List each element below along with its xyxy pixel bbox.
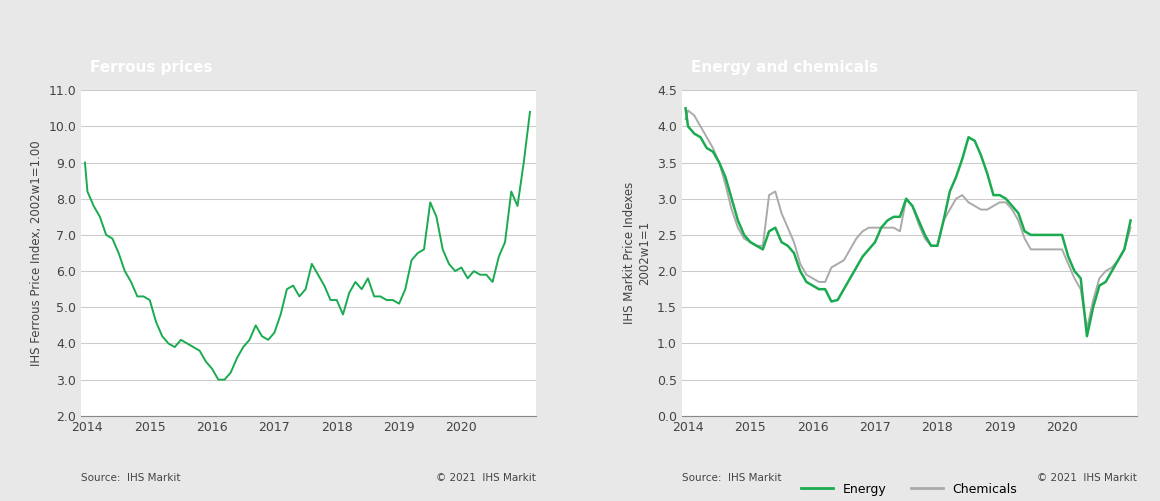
Y-axis label: IHS Ferrous Price Index, 2002w1=1.00: IHS Ferrous Price Index, 2002w1=1.00 — [30, 140, 43, 366]
Text: Energy and chemicals: Energy and chemicals — [691, 60, 878, 75]
Text: © 2021  IHS Markit: © 2021 IHS Markit — [436, 473, 536, 483]
Y-axis label: IHS Markit Price Indexes
2002w1=1: IHS Markit Price Indexes 2002w1=1 — [623, 182, 652, 324]
Text: Ferrous prices: Ferrous prices — [90, 60, 212, 75]
Text: Source:  IHS Markit: Source: IHS Markit — [81, 473, 181, 483]
Legend: Energy, Chemicals: Energy, Chemicals — [796, 478, 1022, 501]
Text: Source:  IHS Markit: Source: IHS Markit — [682, 473, 782, 483]
Text: © 2021  IHS Markit: © 2021 IHS Markit — [1037, 473, 1137, 483]
